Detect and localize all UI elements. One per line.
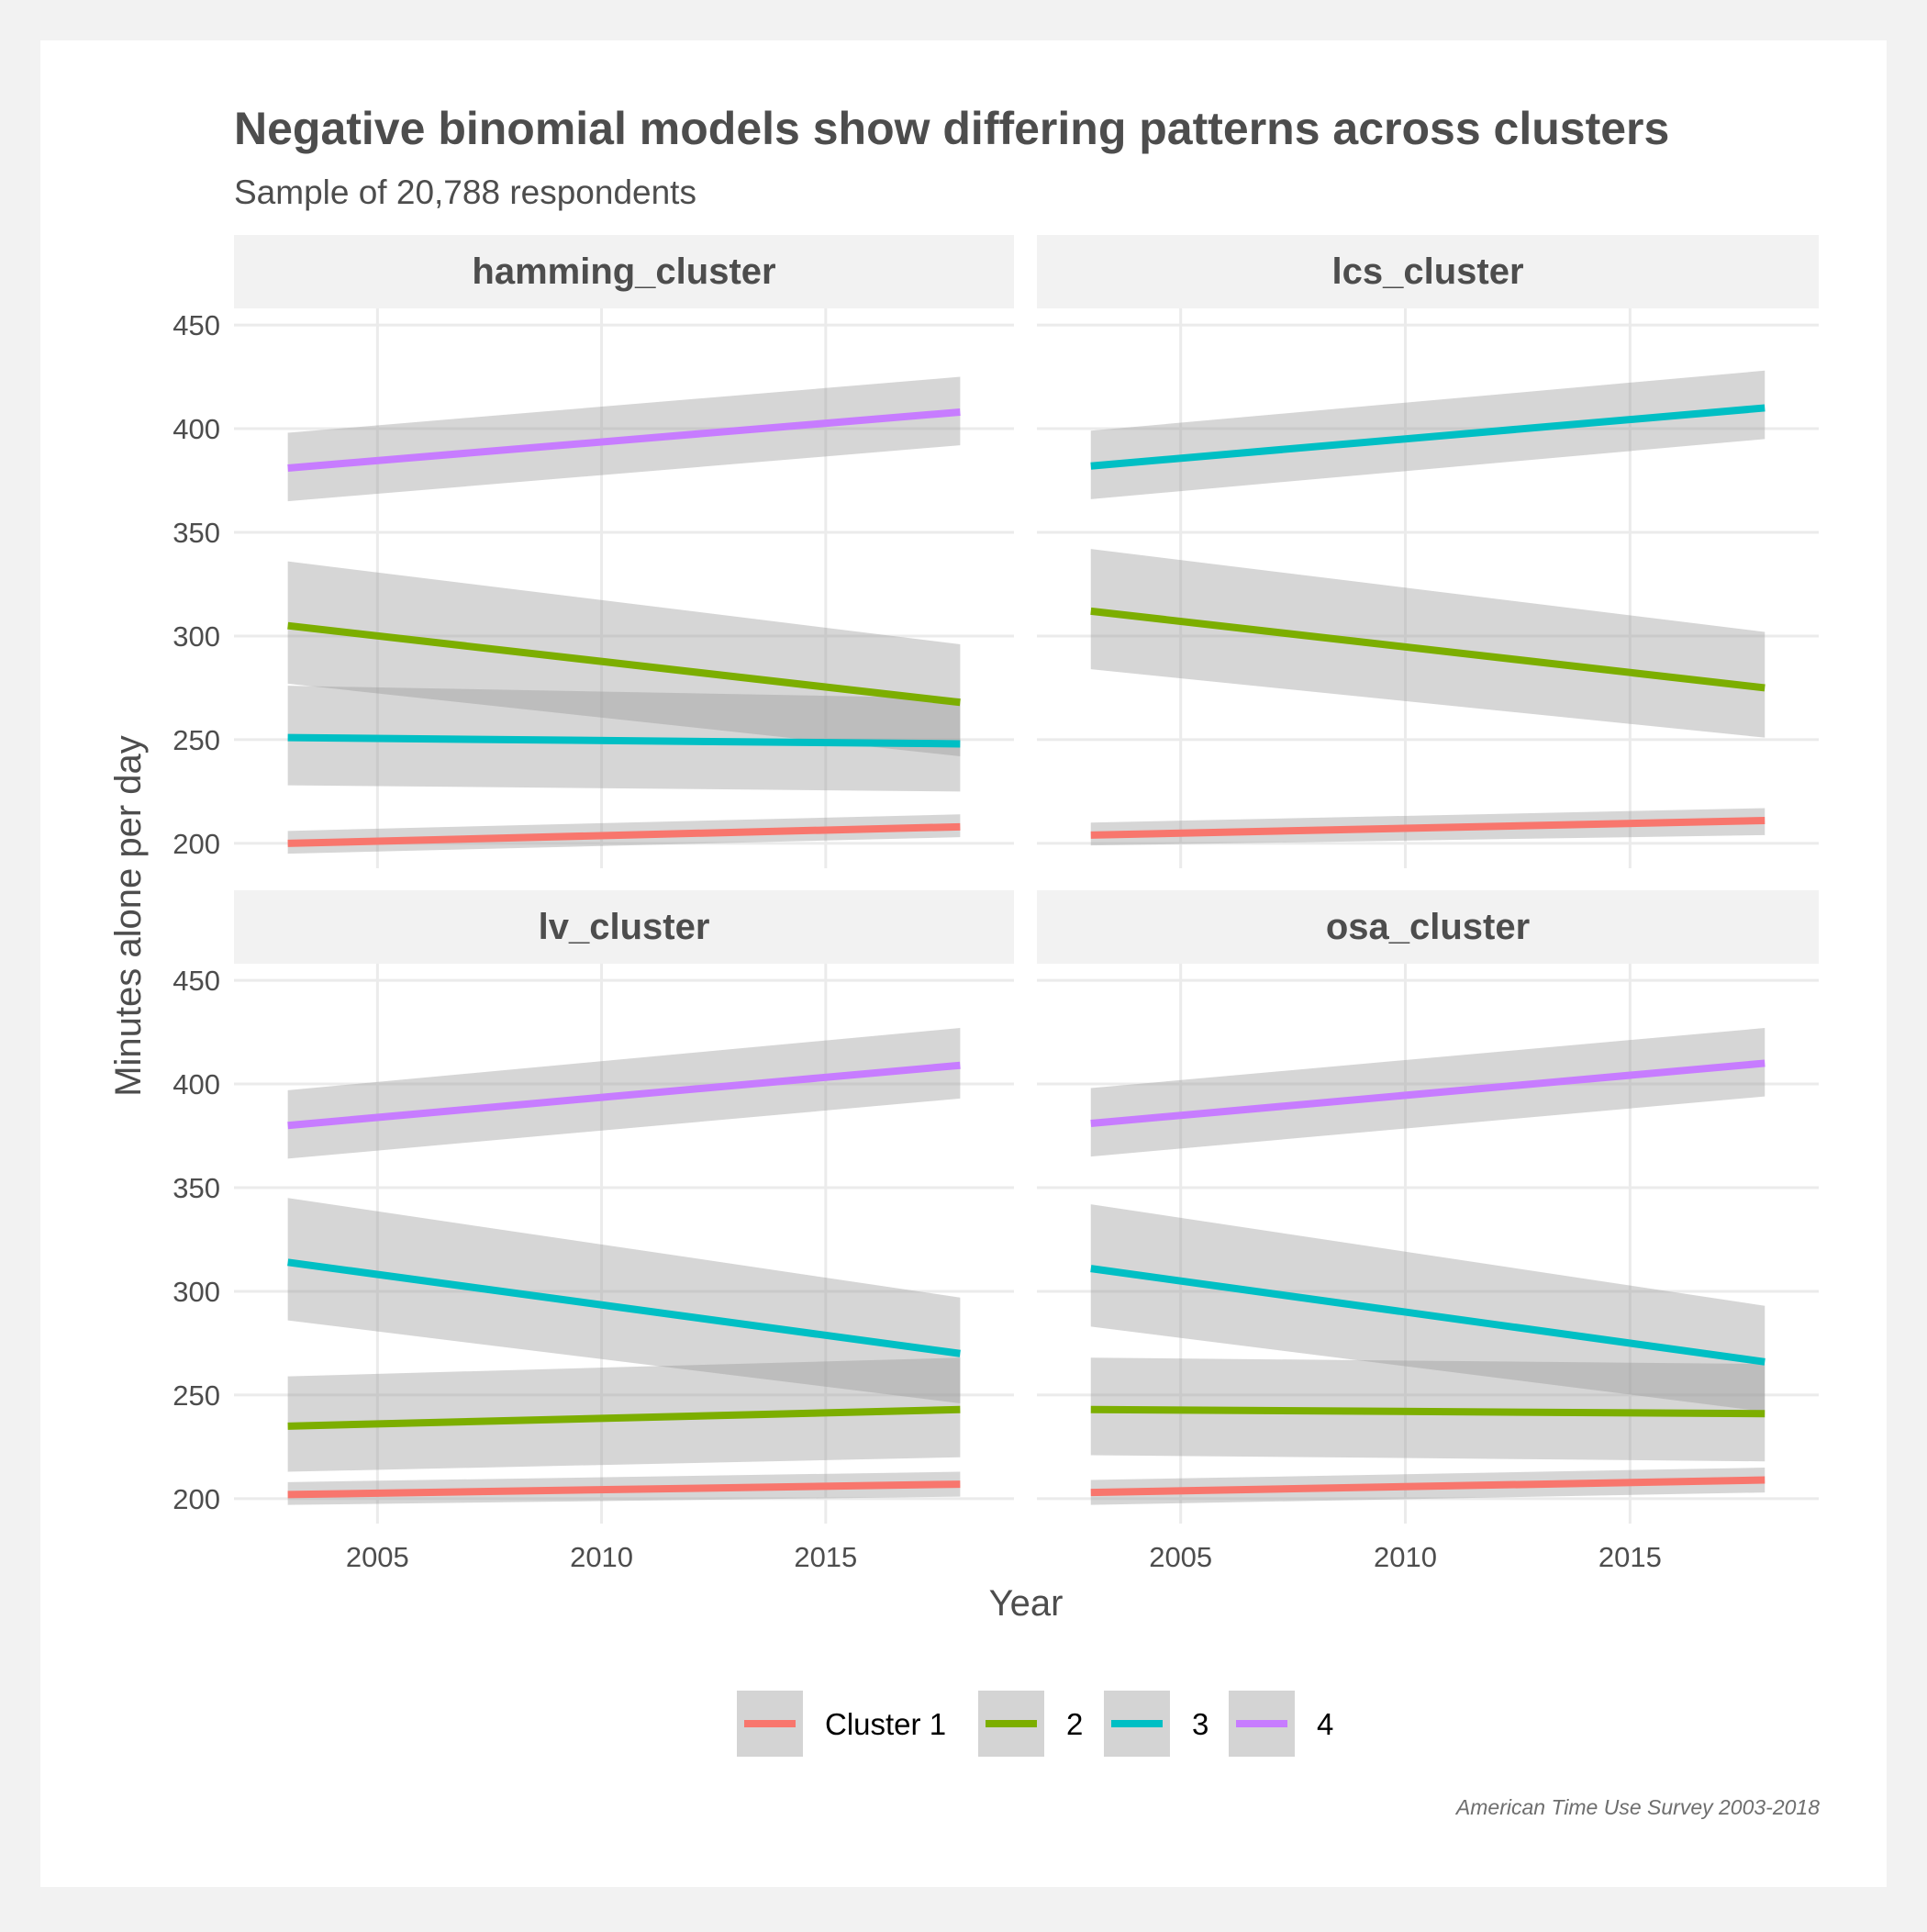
legend-item-cluster-4: 4 — [1229, 1691, 1333, 1757]
panel-lcs_cluster: lcs_cluster — [1037, 235, 1819, 868]
y-tick-label: 350 — [173, 517, 220, 549]
y-axis-label: Minutes alone per day — [108, 735, 149, 1097]
x-tick-label: 2005 — [346, 1541, 409, 1573]
y-tick-label: 400 — [173, 1068, 220, 1100]
x-tick-label: 2015 — [1598, 1541, 1662, 1573]
confidence-band-cluster-3 — [1090, 1204, 1765, 1412]
facet-title: lcs_cluster — [1331, 251, 1523, 292]
trend-line-cluster-2 — [287, 1405, 961, 1430]
chart-caption: American Time Use Survey 2003-2018 — [1454, 1795, 1820, 1819]
trend-line-cluster-3 — [1090, 1265, 1765, 1366]
y-tick-label: 250 — [173, 724, 220, 756]
x-tick-label: 2015 — [794, 1541, 857, 1573]
y-tick-label: 300 — [173, 620, 220, 653]
trend-line-cluster-1 — [287, 1480, 961, 1499]
facet-strip — [1037, 235, 1819, 308]
legend-item-cluster-2: 2 — [978, 1691, 1083, 1757]
facet-title: osa_cluster — [1326, 907, 1530, 947]
confidence-band-cluster-3 — [287, 1198, 961, 1403]
panel-lv_cluster: lv_cluster 200 250 300 350 400 450 2005 2010 2015 — [173, 890, 1014, 1573]
chart-subtitle: Sample of 20,788 respondents — [234, 173, 696, 211]
facet-title: hamming_cluster — [472, 251, 775, 292]
confidence-band-cluster-2 — [287, 561, 961, 756]
y-tick-label: 200 — [173, 1483, 220, 1515]
legend-label: 4 — [1317, 1707, 1333, 1741]
x-tick-label: 2010 — [1374, 1541, 1437, 1573]
legend-item-cluster-3: 3 — [1104, 1691, 1209, 1757]
trend-line-cluster-1 — [287, 822, 961, 847]
chart-title: Negative binomial models show differing … — [234, 103, 1669, 154]
facet-panels: hamming_cluster 200 250 300 350 400 450 lcs_clu… — [173, 235, 1819, 1573]
facet-title: lv_cluster — [539, 907, 710, 947]
y-tick-label: 350 — [173, 1172, 220, 1204]
x-tick-label: 2010 — [570, 1541, 633, 1573]
y-tick-label: 250 — [173, 1379, 220, 1412]
x-tick-label: 2005 — [1149, 1541, 1212, 1573]
panel-hamming_cluster: hamming_cluster 200 250 300 350 400 450 — [173, 235, 1014, 868]
trend-line-cluster-2 — [1090, 607, 1765, 692]
trend-line-cluster-4 — [287, 1061, 961, 1130]
legend-label: 2 — [1066, 1707, 1083, 1741]
legend-label: 3 — [1192, 1707, 1209, 1741]
trend-line-cluster-2 — [287, 621, 961, 707]
trend-line-cluster-3 — [1090, 404, 1765, 470]
legend-item-cluster-1: Cluster 1 — [737, 1691, 946, 1757]
trend-line-cluster-2 — [1090, 1405, 1765, 1418]
panel-osa_cluster: osa_cluster 2005 2010 2015 — [1037, 890, 1819, 1573]
x-axis-label: Year — [989, 1583, 1064, 1624]
confidence-band-cluster-2 — [1090, 549, 1765, 738]
facet-strip — [234, 235, 1014, 308]
trend-line-cluster-1 — [1090, 817, 1765, 839]
legend: Cluster 1 2 3 4 — [737, 1691, 1333, 1757]
y-tick-label: 200 — [173, 828, 220, 860]
trend-line-cluster-3 — [287, 733, 961, 748]
y-tick-label: 300 — [173, 1276, 220, 1308]
facet-strip — [234, 890, 1014, 964]
facet-strip — [1037, 890, 1819, 964]
y-tick-label: 400 — [173, 413, 220, 445]
trend-line-cluster-1 — [1090, 1476, 1765, 1497]
trend-line-cluster-4 — [1090, 1059, 1765, 1127]
y-tick-label: 450 — [173, 309, 220, 341]
y-tick-label: 450 — [173, 965, 220, 997]
trend-line-cluster-3 — [287, 1258, 961, 1357]
trend-line-cluster-4 — [287, 408, 961, 472]
legend-label: Cluster 1 — [825, 1707, 946, 1741]
